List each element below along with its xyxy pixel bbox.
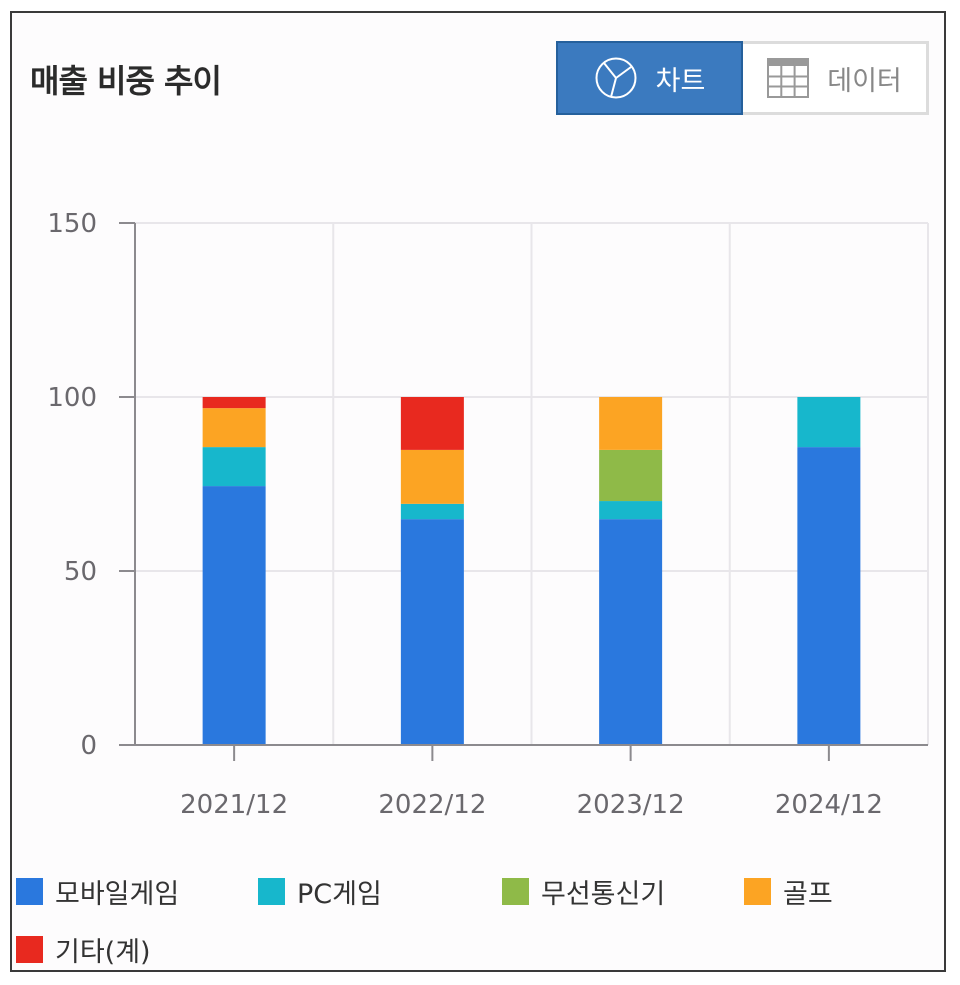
legend-label: 무선통신기 [541,879,666,910]
legend-label: 골프 [783,879,833,910]
chart-view-label: 차트 [655,65,706,97]
stacked-bar-chart: 2021/12 2022/12 2023/12 2024/12 0 50 100 150 [47,209,929,820]
legend-item[interactable]: 모바일게임 [16,872,179,911]
y-tick-label: 100 [47,383,97,413]
bar-segment [599,519,663,745]
chart-view-button[interactable]: 차트 [556,41,743,115]
data-view-label: 데이터 [827,65,902,97]
bar-segment [202,408,266,448]
bar-segment [202,397,266,409]
legend-item[interactable]: PC게임 [258,872,382,911]
chart-panel [10,11,946,972]
x-tick-label: 2023/12 [577,790,685,820]
bar-segment [599,501,663,520]
legend-swatch-icon [258,878,285,905]
bar-segment [797,447,861,745]
bar-segment [599,449,663,502]
legend-label: PC게임 [297,879,382,910]
x-tick-label: 2024/12 [775,790,883,820]
data-view-button[interactable]: 데이터 [743,41,929,115]
bar-segment [797,397,861,448]
bar-segment [202,447,266,487]
y-tick-label: 50 [64,557,97,587]
legend-label: 모바일게임 [55,879,180,910]
legend-swatch-icon [16,936,43,963]
view-toggle: 차트 데이터 [556,41,929,115]
bar-segment [400,449,464,504]
y-tick-label: 150 [47,209,97,239]
x-tick-label: 2022/12 [378,790,486,820]
legend-label: 기타(계) [55,937,151,968]
x-tick-label: 2021/12 [180,790,288,820]
legend-swatch-icon [16,878,43,905]
legend-item[interactable]: 무선통신기 [502,872,665,911]
bar-segment [599,397,663,450]
bar-segment [400,503,464,520]
y-tick-label: 0 [80,731,97,761]
legend-item[interactable]: 골프 [744,872,833,911]
chart-title: 매출 비중 추이 [30,62,222,100]
legend-swatch-icon [502,878,529,905]
bar-segment [400,397,464,450]
bar-segment [202,486,266,745]
table-grid-icon [767,58,810,98]
legend-item[interactable]: 기타(계) [16,930,151,969]
legend-swatch-icon [744,878,771,905]
bar-segment [400,519,464,745]
pie-chart-icon [595,57,637,99]
